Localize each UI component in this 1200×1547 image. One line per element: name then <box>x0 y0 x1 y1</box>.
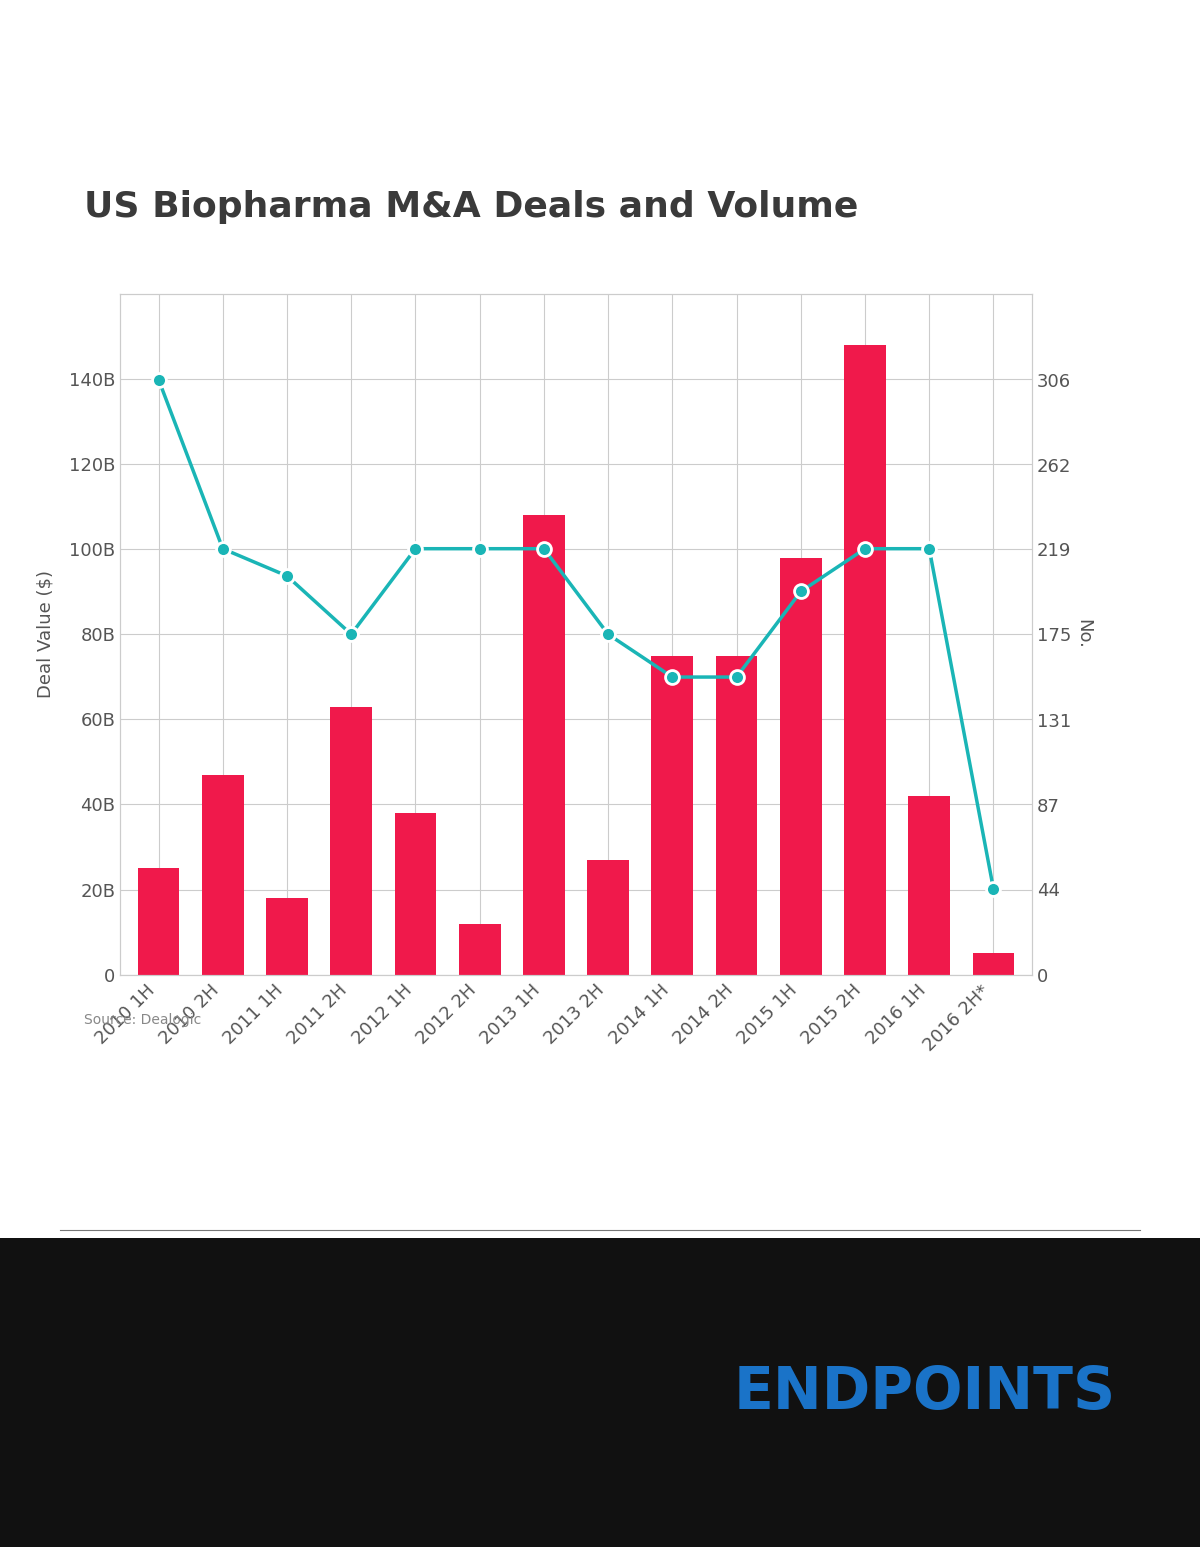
Bar <box>652 656 694 975</box>
Text: Source: Dealogic: Source: Dealogic <box>84 1013 202 1027</box>
Text: US Biopharma M&A Deals and Volume: US Biopharma M&A Deals and Volume <box>84 190 858 224</box>
Bar <box>844 345 886 975</box>
Point <box>470 537 490 562</box>
Bar <box>908 795 950 975</box>
Point <box>856 537 875 562</box>
Point <box>791 579 810 603</box>
Bar <box>330 707 372 975</box>
Point <box>277 563 296 588</box>
Point <box>662 665 682 690</box>
Bar <box>972 953 1014 975</box>
Point <box>149 367 168 391</box>
Point <box>599 622 618 647</box>
Bar <box>587 860 629 975</box>
Point <box>727 665 746 690</box>
Bar <box>138 868 180 975</box>
Point <box>342 622 361 647</box>
Bar <box>715 656 757 975</box>
Bar <box>266 897 308 975</box>
Point <box>984 877 1003 902</box>
Y-axis label: Deal Value ($): Deal Value ($) <box>37 571 55 698</box>
Bar <box>523 515 565 975</box>
Y-axis label: No.: No. <box>1074 619 1092 650</box>
Bar <box>780 557 822 975</box>
Point <box>214 537 233 562</box>
Bar <box>202 775 244 975</box>
Bar <box>458 924 500 975</box>
Bar <box>395 814 437 975</box>
Point <box>534 537 553 562</box>
Point <box>406 537 425 562</box>
Point <box>919 537 938 562</box>
Text: ENDPOINTS: ENDPOINTS <box>734 1364 1116 1420</box>
